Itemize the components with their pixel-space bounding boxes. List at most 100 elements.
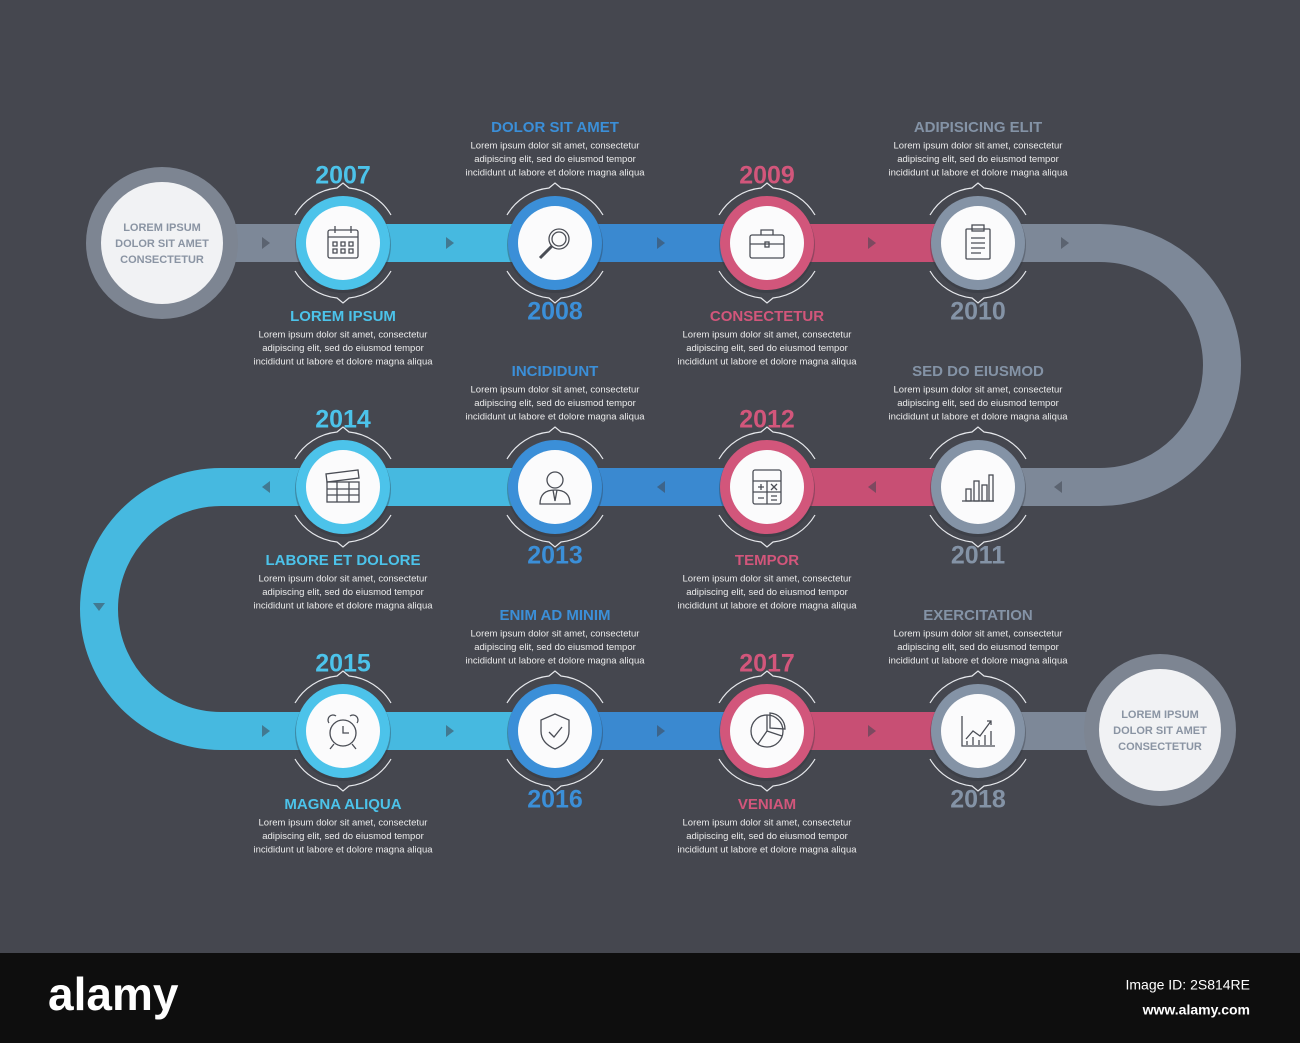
timeline-node: 2014 LABORE ET DOLORE Lorem ipsum dolor si… xyxy=(253,406,433,612)
end-inner xyxy=(1099,669,1221,791)
node-bracket xyxy=(506,182,604,216)
icon-shape xyxy=(769,712,786,730)
node-title: TEMPOR xyxy=(735,552,799,569)
node-description: incididunt ut labore et dolore magna ali… xyxy=(888,412,1068,423)
footer-brand: alamy xyxy=(48,968,179,1020)
node-bracket xyxy=(718,670,816,704)
node-year: 2016 xyxy=(527,786,583,814)
node-description: adipiscing elit, sed do eiusmod tempor xyxy=(474,642,636,653)
node-inner xyxy=(306,450,380,524)
node-year: 2010 xyxy=(950,298,1006,326)
arrow xyxy=(93,603,105,611)
icon-shape xyxy=(540,713,570,750)
icon-shape xyxy=(965,720,992,740)
icon-shape xyxy=(551,231,567,247)
node-description: Lorem ipsum dolor sit amet, consectetur xyxy=(259,574,428,585)
icon-shape xyxy=(749,234,785,259)
node-icon xyxy=(962,474,994,502)
arrow xyxy=(657,237,665,249)
arrow xyxy=(262,481,270,493)
end-circle xyxy=(1084,654,1236,806)
node-description: Lorem ipsum dolor sit amet, consectetur xyxy=(683,330,852,341)
footer-image-id: Image ID: 2S814RE xyxy=(1125,977,1250,993)
arrow xyxy=(868,481,876,493)
node-title: LOREM IPSUM xyxy=(290,308,396,325)
node-description: Lorem ipsum dolor sit amet, consectetur xyxy=(894,141,1063,152)
node-inner xyxy=(730,206,804,280)
node-description: incididunt ut labore et dolore magna ali… xyxy=(888,656,1068,667)
node-icon xyxy=(327,226,359,259)
node-bracket xyxy=(718,514,816,548)
node-icon xyxy=(327,714,359,750)
node-bracket xyxy=(294,182,392,216)
arrow xyxy=(262,237,270,249)
node-title: ADIPISICING ELIT xyxy=(914,119,1042,136)
right-curve xyxy=(978,224,1241,506)
icon-shape xyxy=(327,229,359,259)
node-description: adipiscing elit, sed do eiusmod tempor xyxy=(897,154,1059,165)
arrow xyxy=(262,725,270,737)
node-description: Lorem ipsum dolor sit amet, consectetur xyxy=(259,818,428,829)
node-bracket xyxy=(294,426,392,460)
node-icon xyxy=(961,716,995,747)
node-bracket xyxy=(929,270,1027,304)
node-bracket xyxy=(294,514,392,548)
node-title: LABORE ET DOLORE xyxy=(265,552,420,569)
icon-shape xyxy=(758,483,778,501)
node-description: adipiscing elit, sed do eiusmod tempor xyxy=(686,343,848,354)
node-inner xyxy=(518,694,592,768)
node-icon xyxy=(325,469,360,503)
node-bracket xyxy=(929,670,1027,704)
arrow xyxy=(1061,237,1069,249)
arrow xyxy=(868,237,876,249)
node-title: VENIAM xyxy=(738,796,796,813)
node-description: Lorem ipsum dolor sit amet, consectetur xyxy=(471,629,640,640)
icon-shape xyxy=(965,488,972,502)
node-bracket xyxy=(506,670,604,704)
node-description: incididunt ut labore et dolore magna ali… xyxy=(253,601,433,612)
icon-shape xyxy=(971,224,985,232)
icon-shape xyxy=(329,719,357,747)
arrow xyxy=(657,481,665,493)
node-description: Lorem ipsum dolor sit amet, consectetur xyxy=(471,141,640,152)
icon-shape xyxy=(961,716,995,747)
icon-shape xyxy=(342,726,349,734)
icon-shape xyxy=(325,469,360,483)
end-label: DOLOR SIT AMET xyxy=(1113,725,1207,737)
node-description: incididunt ut labore et dolore magna ali… xyxy=(677,601,857,612)
node-icon xyxy=(539,471,571,505)
node-bracket xyxy=(929,182,1027,216)
node-bracket xyxy=(294,270,392,304)
node-description: adipiscing elit, sed do eiusmod tempor xyxy=(262,831,424,842)
timeline-node: 2016 ENIM AD MINIM Lorem ipsum dolor sit a… xyxy=(465,607,645,814)
node-inner xyxy=(518,206,592,280)
start-label: LOREM IPSUM xyxy=(123,222,201,234)
node-bracket xyxy=(929,426,1027,460)
node-title: EXERCITATION xyxy=(923,607,1032,624)
node-description: incididunt ut labore et dolore magna ali… xyxy=(677,357,857,368)
node-icon xyxy=(752,469,782,505)
icon-shape xyxy=(546,471,564,489)
node-description: Lorem ipsum dolor sit amet, consectetur xyxy=(471,385,640,396)
node-year: 2012 xyxy=(739,406,795,434)
timeline-node: 2013 INCIDIDUNT Lorem ipsum dolor sit amet… xyxy=(465,363,645,570)
node-description: adipiscing elit, sed do eiusmod tempor xyxy=(474,398,636,409)
icon-shape xyxy=(326,481,360,503)
timeline-node: 2017 VENIAM Lorem ipsum dolor sit amet, co… xyxy=(677,650,857,856)
node-description: incididunt ut labore et dolore magna ali… xyxy=(465,168,645,179)
node-description: incididunt ut labore et dolore magna ali… xyxy=(465,412,645,423)
node-title: SED DO EIUSMOD xyxy=(912,363,1044,380)
node-title: ENIM AD MINIM xyxy=(499,607,610,624)
timeline-node: 2018 EXERCITATION Lorem ipsum dolor sit am… xyxy=(888,607,1068,814)
node-bracket xyxy=(929,514,1027,548)
icon-shape xyxy=(973,480,980,502)
node-description: Lorem ipsum dolor sit amet, consectetur xyxy=(894,385,1063,396)
node-bracket xyxy=(294,758,392,792)
timeline-node: 2009 CONSECTETUR Lorem ipsum dolor sit ame… xyxy=(677,162,857,368)
node-year: 2018 xyxy=(950,786,1006,814)
node-description: incididunt ut labore et dolore magna ali… xyxy=(253,357,433,368)
node-bracket xyxy=(506,270,604,304)
node-description: adipiscing elit, sed do eiusmod tempor xyxy=(897,398,1059,409)
